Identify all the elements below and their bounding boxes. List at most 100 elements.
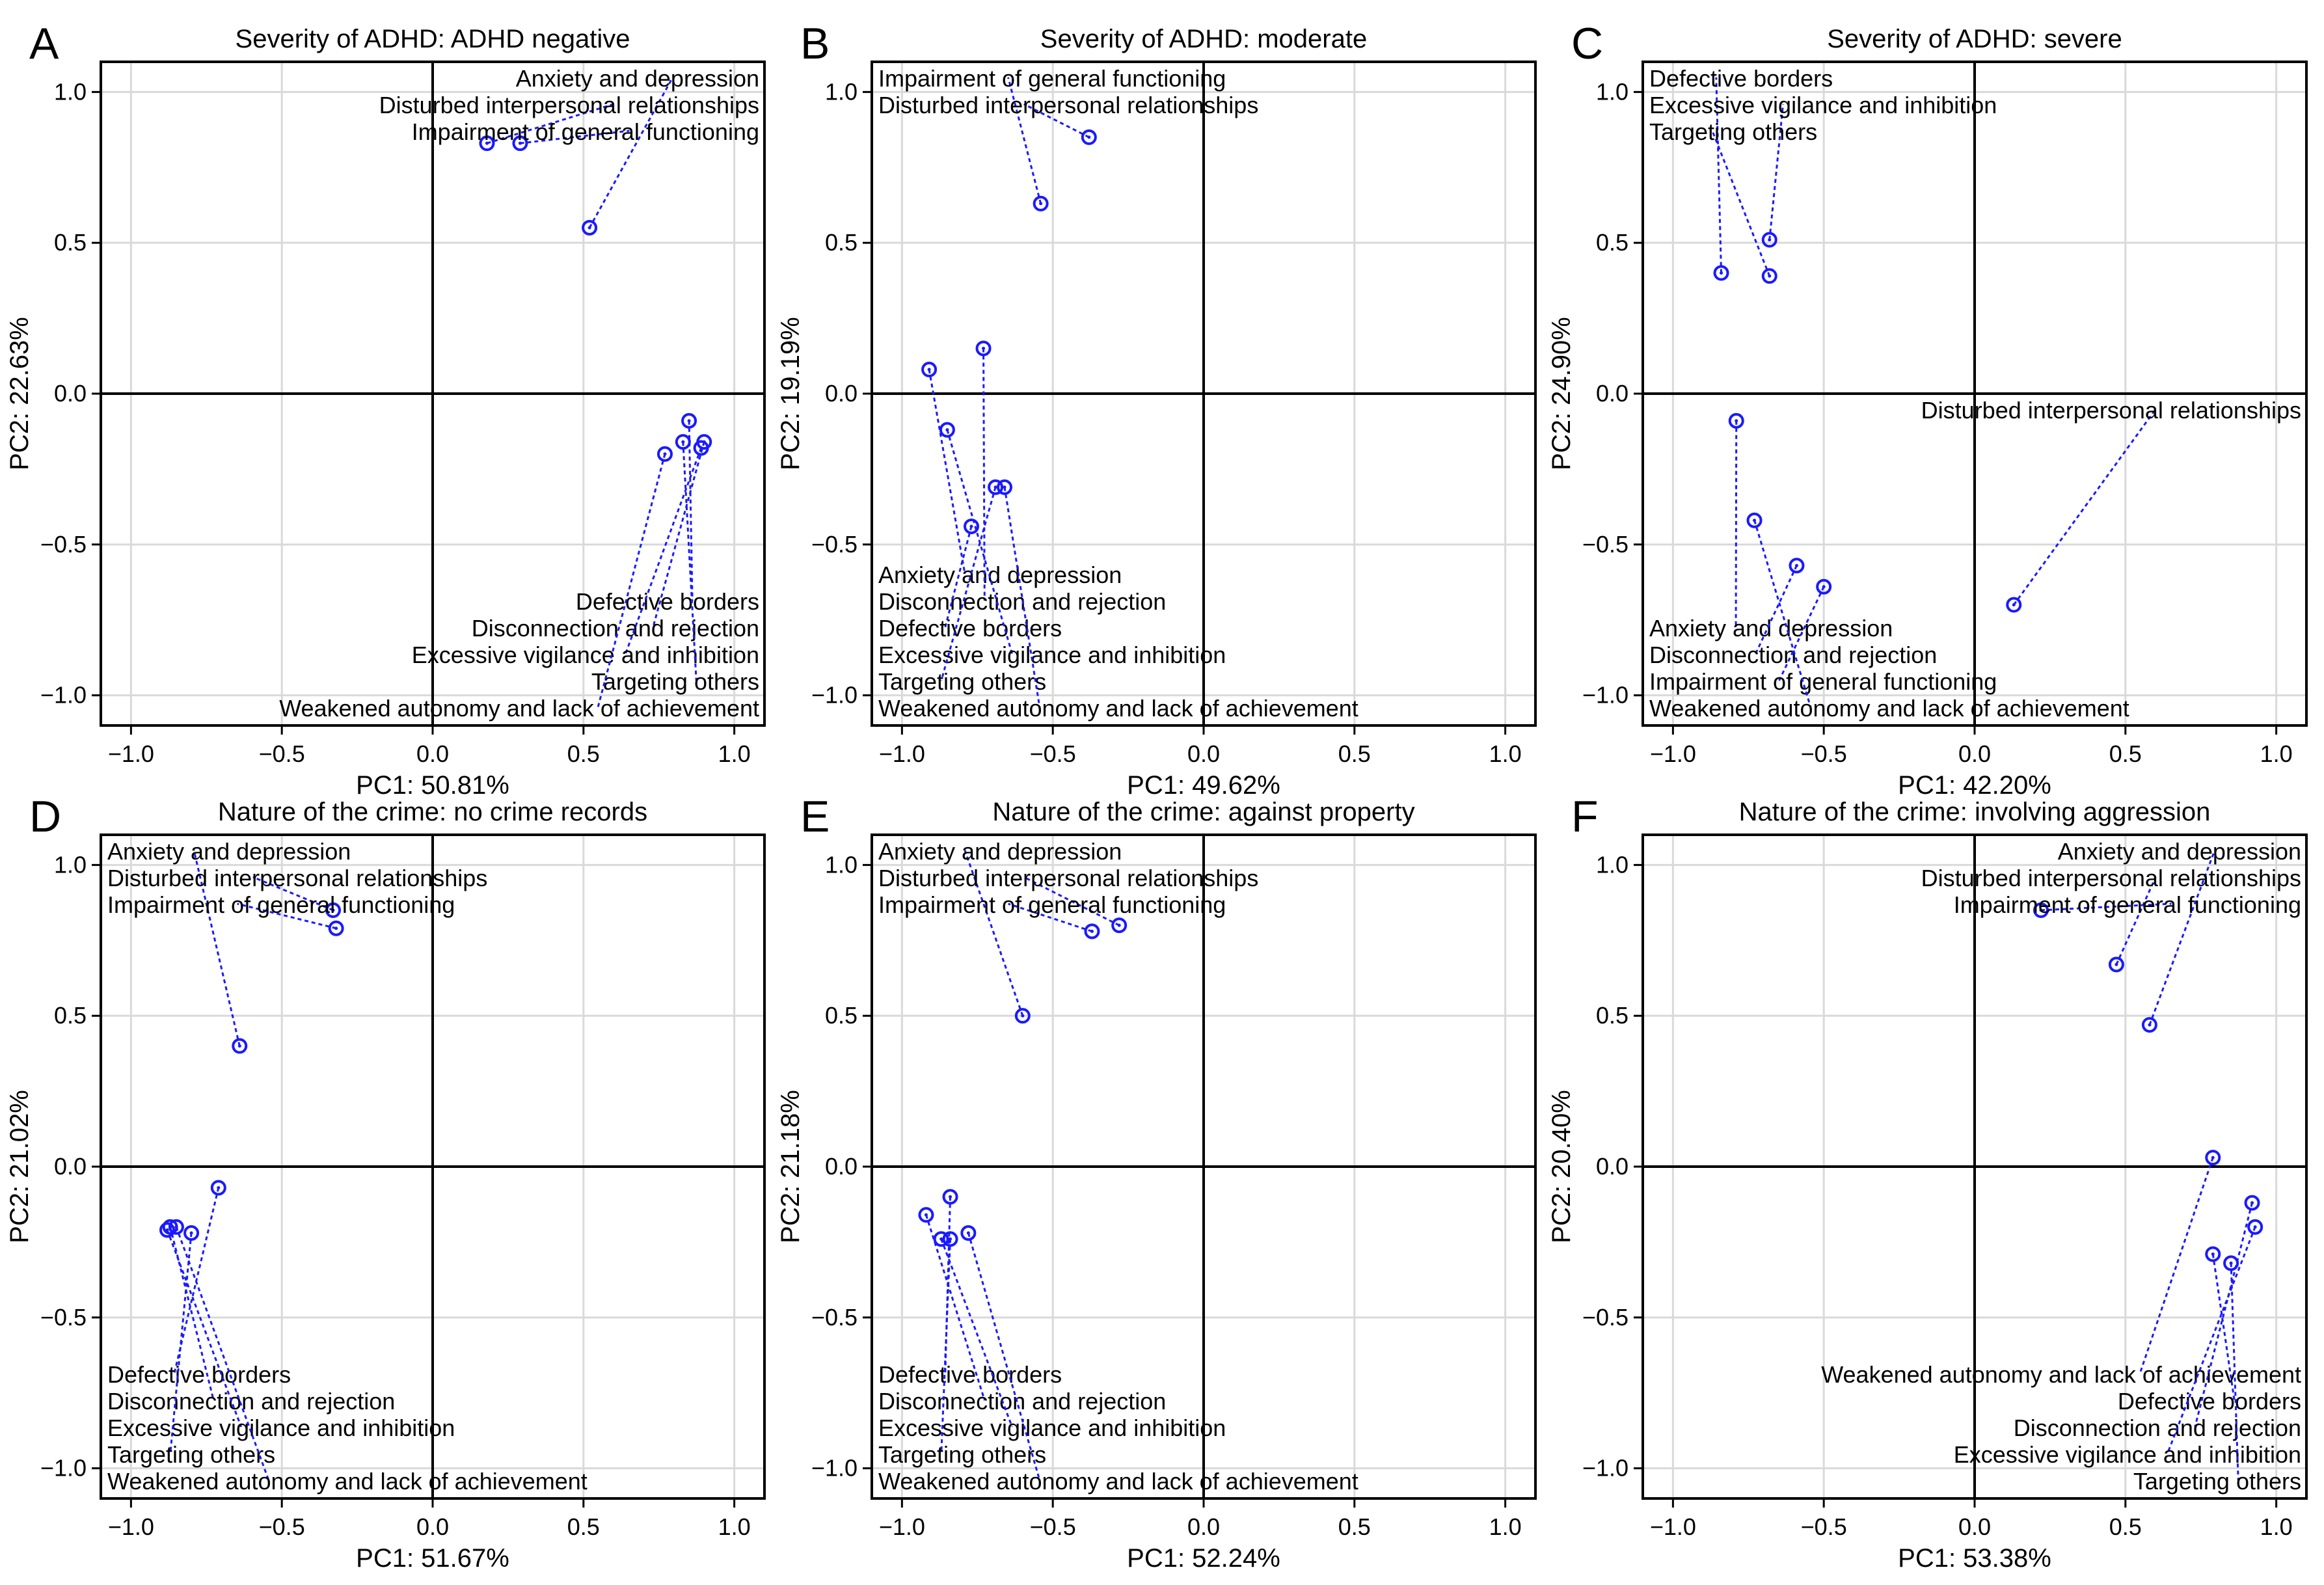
leader-line [982, 348, 986, 601]
y-tick-label: 0.0 [54, 1153, 87, 1180]
point-label: Targeting others [2133, 1468, 2301, 1495]
x-axis-label: PC1: 53.38% [1898, 1544, 2051, 1573]
leader-line [1003, 487, 1041, 708]
y-axis-label: PC2: 21.18% [776, 1090, 805, 1243]
x-tick-label: 1.0 [2260, 740, 2293, 767]
y-tick-label: 0.5 [825, 229, 858, 256]
point-label: Defective borders [1649, 65, 1833, 92]
point-label: Disturbed interpersonal relationships [1921, 397, 2301, 424]
y-tick-label: 0.5 [825, 1002, 858, 1029]
data-point-center [969, 524, 973, 528]
leader-line [193, 850, 241, 1046]
y-tick-label: 1.0 [825, 78, 858, 105]
leader-line [169, 1232, 193, 1454]
point-label: Targeting others [1649, 118, 1817, 145]
data-point-center [331, 908, 335, 912]
point-label: Excessive vigilance and inhibition [412, 642, 759, 668]
point-label: Disturbed interpersonal relationships [107, 865, 487, 891]
x-tick-label: 0.0 [1187, 1513, 1220, 1540]
data-point [582, 220, 598, 236]
leader-line [2148, 850, 2216, 1025]
point-label: Disconnection and rejection [1649, 642, 1937, 668]
x-tick-label: 0.0 [1958, 740, 1991, 767]
data-point-center [1090, 929, 1094, 933]
data-point [939, 422, 955, 438]
data-point [1816, 578, 1832, 595]
leader-line [940, 1239, 952, 1454]
data-point-center [2253, 1225, 2257, 1229]
x-tick-label: 0.5 [1338, 740, 1371, 767]
point-label: Excessive vigilance and inhibition [878, 642, 1226, 668]
leader-line [940, 487, 997, 681]
x-tick-label: 0.5 [2109, 1513, 2142, 1540]
data-point [975, 340, 992, 357]
data-point [1033, 195, 1049, 211]
y-tick-label: 0.0 [1596, 1153, 1628, 1180]
y-tick-label: −1.0 [811, 1455, 858, 1482]
point-label: Impairment of general functioning [878, 65, 1226, 92]
data-point [1728, 413, 1744, 429]
data-point-center [681, 440, 685, 444]
point-label: Disconnection and rejection [472, 615, 759, 642]
leader-line [1023, 103, 1090, 139]
data-point-center [939, 1237, 943, 1241]
point-label: Disturbed interpersonal relationships [379, 92, 759, 118]
data-point [2205, 1246, 2221, 1262]
point-label: Defective borders [2118, 1388, 2301, 1415]
leader-line [2013, 409, 2157, 606]
data-point [479, 135, 495, 152]
leader-line [1007, 77, 1042, 204]
data-point-center [1720, 271, 1723, 275]
data-point [2006, 597, 2022, 613]
data-point [210, 1180, 226, 1196]
data-point-center [1822, 585, 1826, 589]
point-label: Anxiety and depression [878, 562, 1122, 588]
data-point-center [1794, 563, 1798, 567]
x-tick-label: 1.0 [718, 1513, 751, 1540]
chart-title: Nature of the crime: no crime records [218, 798, 647, 826]
leader-line [237, 902, 336, 930]
point-label: Disturbed interpersonal relationships [878, 865, 1258, 891]
leader-line [175, 1226, 270, 1481]
leader-line [944, 526, 973, 628]
data-point [657, 446, 673, 462]
point-label: Defective borders [576, 588, 759, 615]
data-point [1081, 129, 1097, 145]
y-tick-label: 0.5 [1596, 1002, 1628, 1029]
point-label: Weakened autonomy and lack of achievemen… [1649, 695, 2129, 722]
x-tick-label: −1.0 [879, 740, 925, 767]
leader-line [1711, 130, 1771, 277]
data-point [1746, 512, 1763, 528]
point-label: Excessive vigilance and inhibition [1649, 92, 1997, 118]
data-point [2223, 1255, 2239, 1271]
y-tick-label: −1.0 [811, 682, 858, 709]
x-tick-label: 0.5 [567, 740, 600, 767]
x-tick-label: −1.0 [1650, 740, 1696, 767]
x-tick-label: 0.0 [1958, 1513, 1991, 1540]
chart-title: Severity of ADHD: severe [1827, 25, 2122, 53]
point-label: Defective borders [107, 1361, 291, 1388]
data-point-center [1768, 274, 1772, 278]
data-point-center [2229, 1261, 2233, 1265]
y-tick-label: 0.5 [1596, 229, 1628, 256]
data-point [1713, 265, 1729, 281]
data-point [960, 1225, 977, 1241]
leader-line [1778, 586, 1825, 681]
data-point [168, 1219, 184, 1235]
y-tick-label: 0.5 [54, 229, 87, 256]
data-point-center [945, 428, 949, 432]
y-tick-label: −0.5 [1582, 1304, 1628, 1331]
x-tick-label: −1.0 [108, 1513, 154, 1540]
point-label: Targeting others [107, 1441, 275, 1468]
panel-d: D Nature of the crime: no crime records −1… [5, 792, 766, 1573]
x-tick-label: −0.5 [1801, 740, 1847, 767]
panel-letter: C [1571, 19, 1603, 68]
leader-line [940, 1238, 1014, 1428]
x-axis-label: PC1: 42.20% [1898, 771, 2051, 800]
x-tick-label: −0.5 [1030, 740, 1076, 767]
data-point-center [588, 226, 591, 230]
point-label: Anxiety and depression [107, 838, 351, 865]
leader-line [1754, 565, 1798, 655]
y-tick-label: −1.0 [40, 1455, 87, 1482]
